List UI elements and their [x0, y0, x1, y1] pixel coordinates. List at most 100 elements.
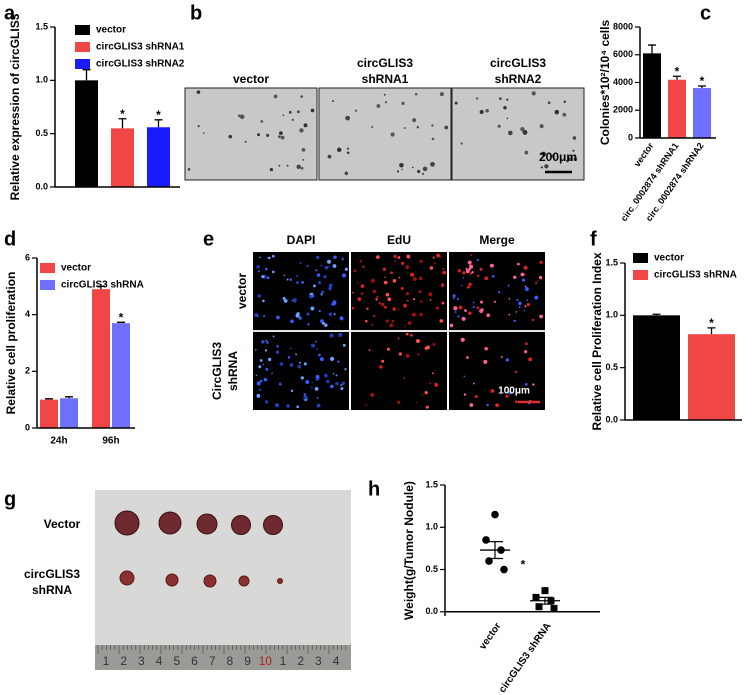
texture-dot [263, 315, 266, 318]
texture-dot [472, 301, 475, 304]
texture-dot [311, 381, 314, 384]
error-bar [117, 321, 125, 324]
texture-dot [397, 256, 401, 259]
y-axis-label: Relative cell Proliferation Index [590, 252, 604, 430]
texture-dot [378, 302, 381, 304]
texture-dot [344, 267, 348, 271]
texture-dot [342, 343, 346, 347]
texture-dot [302, 158, 305, 161]
texture-dot [255, 349, 257, 351]
texture-dot [310, 108, 315, 113]
texture-dot [463, 393, 467, 396]
texture-dot [469, 264, 474, 269]
texture-dot [465, 267, 468, 270]
texture-dot [523, 310, 526, 312]
texture-dot [431, 137, 435, 141]
texture-dot [256, 393, 261, 398]
texture-dot [389, 323, 394, 328]
legend-swatch [40, 280, 55, 290]
panel-letter: b [190, 2, 202, 24]
texture-dot [401, 261, 405, 265]
texture-dot [315, 378, 319, 381]
texture-dot [541, 151, 545, 156]
texture-dot [257, 294, 262, 298]
y-tick-label: 6000 [613, 49, 633, 59]
texture-dot [261, 340, 264, 343]
texture-dot [333, 255, 337, 260]
data-point [482, 536, 490, 544]
texture-dot [327, 154, 332, 159]
texture-dot [300, 166, 304, 170]
texture-dot [505, 358, 509, 362]
significance-mark: * [700, 74, 705, 88]
texture-dot [411, 312, 416, 317]
micrograph [351, 252, 447, 330]
texture-dot [276, 345, 279, 348]
texture-dot [360, 284, 365, 288]
ruler-number: 1 [103, 654, 110, 668]
texture-dot [278, 164, 281, 167]
ruler-number: 4 [156, 654, 163, 668]
texture-dot [562, 112, 567, 117]
texture-dot [508, 298, 511, 300]
error-bar [487, 541, 503, 560]
texture-dot [318, 353, 321, 357]
texture-dot [514, 400, 518, 404]
texture-dot [383, 93, 386, 96]
data-point [535, 603, 543, 611]
texture-dot [429, 266, 434, 270]
image-label: shRNA [226, 351, 240, 391]
panel-letter: e [203, 228, 214, 250]
texture-dot [299, 128, 304, 133]
texture-dot [419, 312, 423, 317]
texture-dot [526, 299, 529, 302]
texture-dot [268, 357, 272, 362]
texture-dot [320, 264, 323, 267]
texture-dot [476, 258, 479, 261]
texture-dot [503, 106, 507, 110]
texture-dot [486, 313, 490, 318]
texture-dot [330, 384, 334, 389]
texture-dot [299, 361, 302, 364]
texture-dot [419, 276, 423, 281]
ruler-number: 8 [227, 654, 234, 668]
texture-dot [472, 305, 475, 309]
texture-dot [259, 256, 261, 259]
texture-dot [436, 253, 441, 258]
texture-dot [384, 101, 388, 104]
image-label: Vector [44, 517, 81, 531]
texture-dot [506, 117, 509, 120]
legend-swatch [633, 253, 648, 263]
data-point [541, 587, 549, 595]
texture-dot [391, 319, 395, 323]
texture-dot [327, 259, 332, 264]
texture-dot [412, 277, 417, 282]
texture-dot [476, 306, 480, 310]
data-point [485, 557, 493, 565]
texture-dot [328, 286, 332, 291]
texture-dot [262, 299, 265, 303]
texture-dot [392, 307, 396, 311]
texture-dot [498, 291, 501, 294]
texture-dot [525, 382, 528, 386]
texture-dot [567, 157, 572, 162]
bar [643, 53, 661, 138]
texture-dot [392, 279, 397, 283]
texture-dot [405, 291, 410, 296]
legend-label: vector [61, 263, 91, 274]
texture-dot [344, 368, 347, 371]
error-bar [65, 396, 73, 399]
texture-dot [301, 281, 305, 284]
texture-dot [411, 166, 414, 169]
texture-dot [266, 276, 270, 280]
texture-dot [346, 147, 350, 150]
texture-dot [485, 108, 489, 113]
texture-dot [524, 305, 527, 308]
bar [633, 315, 680, 420]
texture-dot [274, 403, 279, 408]
texture-dot [393, 254, 397, 259]
texture-dot [419, 259, 423, 263]
texture-dot [359, 259, 363, 263]
legend-swatch [75, 42, 90, 52]
texture-dot [380, 302, 385, 307]
